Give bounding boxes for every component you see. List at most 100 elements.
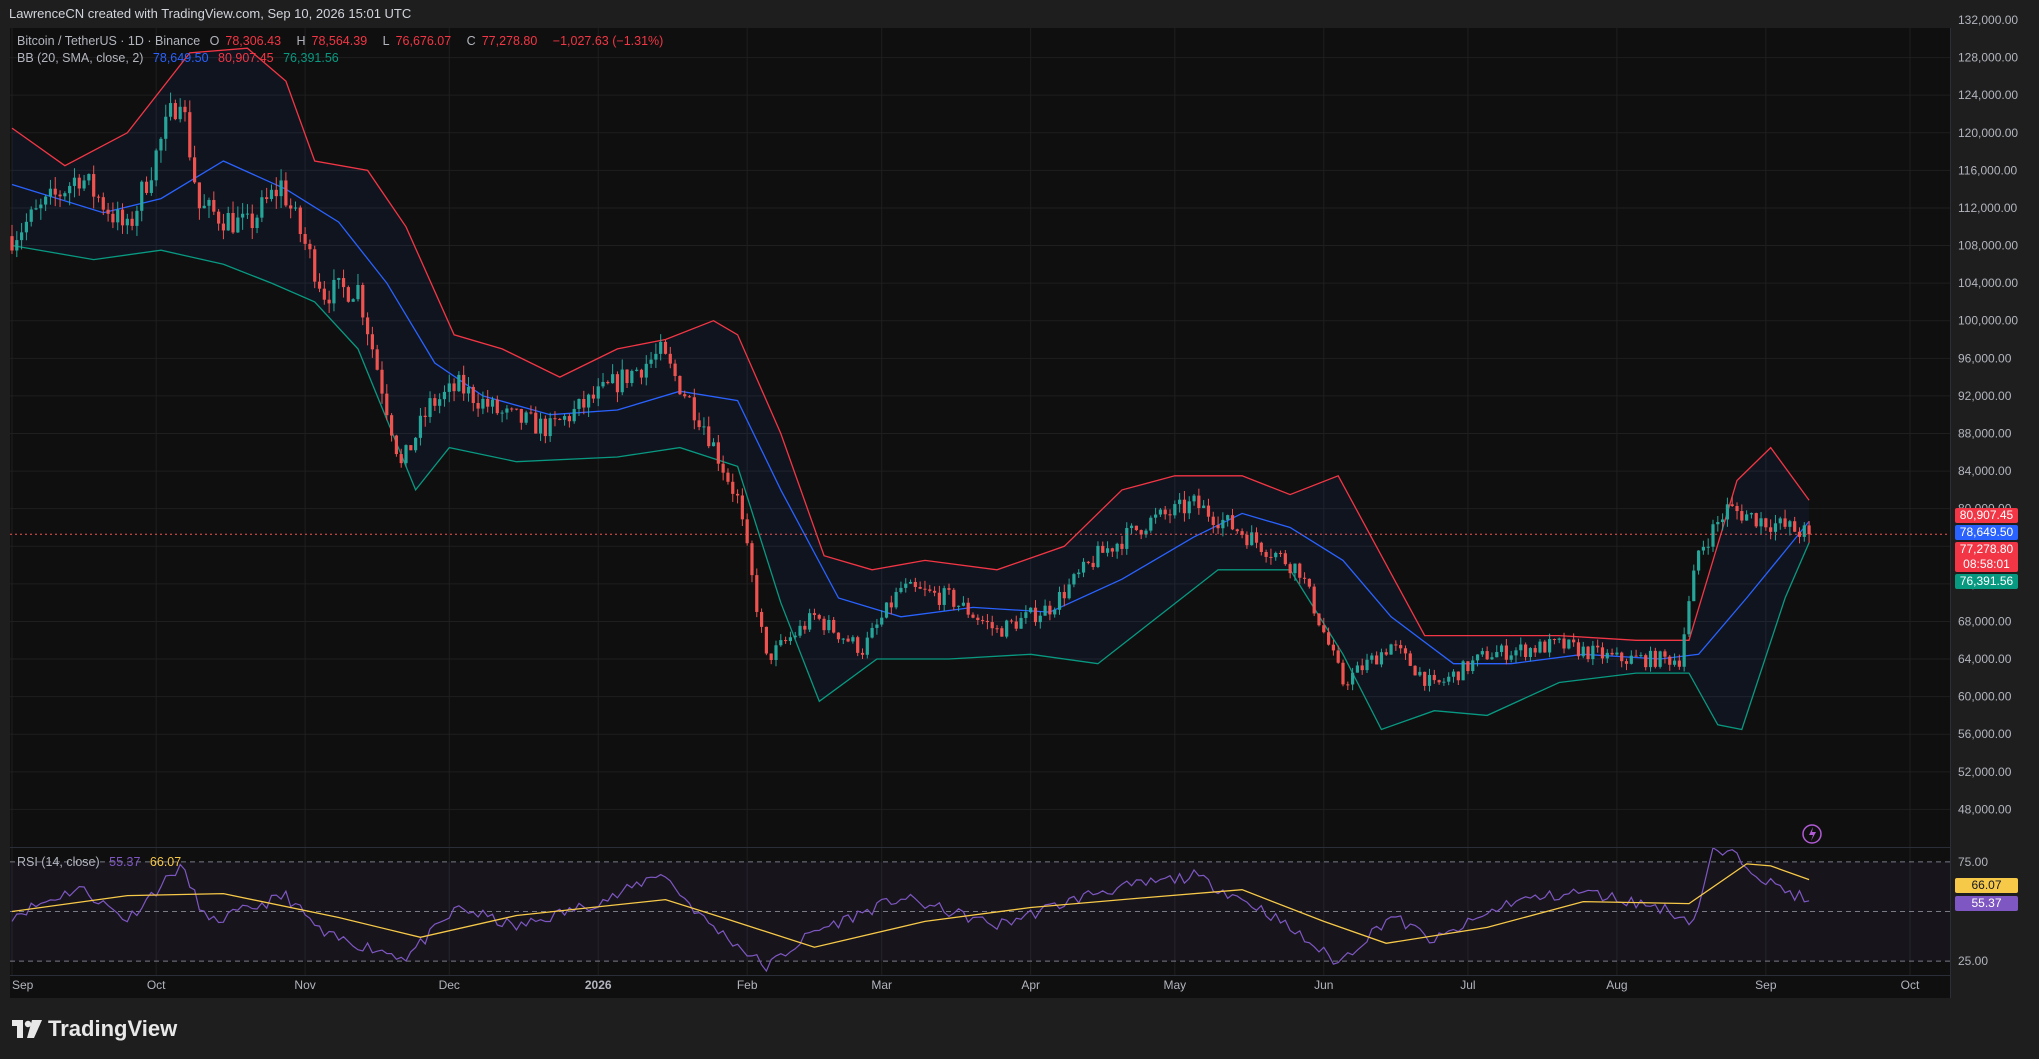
candle-body bbox=[1269, 556, 1273, 558]
bb-upper-line bbox=[11, 47, 1810, 641]
candle-body bbox=[1514, 650, 1518, 656]
candle-body bbox=[341, 278, 346, 288]
candle-body bbox=[572, 408, 576, 422]
candle-body bbox=[1543, 641, 1547, 653]
candle-body bbox=[1259, 542, 1263, 553]
candle-body bbox=[351, 299, 355, 302]
alert-icon[interactable] bbox=[1802, 824, 1822, 844]
candle-body bbox=[1351, 672, 1355, 685]
candle-body bbox=[899, 587, 903, 593]
symbol-legend[interactable]: Bitcoin / TetherUS · 1D · Binance O 78,30… bbox=[17, 34, 669, 48]
candle-body bbox=[1687, 601, 1691, 635]
candle-body bbox=[1456, 671, 1460, 681]
candle-body bbox=[625, 369, 629, 384]
candle-body bbox=[1226, 515, 1230, 520]
candle-body bbox=[1331, 644, 1335, 651]
candle-body bbox=[154, 150, 158, 181]
candle-body bbox=[1187, 501, 1191, 514]
candle-body bbox=[1019, 617, 1023, 629]
candle-body bbox=[101, 197, 105, 210]
candle-body bbox=[1302, 577, 1307, 579]
rsi-tick-label: 75.00 bbox=[1958, 855, 1988, 869]
candle-body bbox=[1663, 651, 1667, 657]
candle-body bbox=[495, 399, 499, 414]
candle-body bbox=[543, 418, 547, 437]
candle-body bbox=[683, 394, 687, 397]
candle-body bbox=[207, 199, 211, 206]
candle-body bbox=[735, 493, 740, 496]
candle-body bbox=[202, 205, 206, 209]
candle-body bbox=[1254, 532, 1259, 543]
candle-body bbox=[553, 418, 557, 420]
candle-body bbox=[1769, 527, 1773, 532]
candle-body bbox=[505, 408, 509, 413]
candle-body bbox=[1139, 530, 1143, 535]
candle-body bbox=[947, 588, 951, 590]
candle-body bbox=[620, 369, 624, 393]
candle-body bbox=[1605, 652, 1609, 659]
candle-body bbox=[1620, 652, 1624, 662]
candle-body bbox=[1745, 514, 1749, 521]
close-price: 77,278.80 bbox=[1959, 542, 2014, 556]
candle-body bbox=[92, 174, 96, 197]
bb-lower-value: 76,391.56 bbox=[283, 51, 339, 65]
price-tick-label: 68,000.00 bbox=[1958, 614, 2012, 628]
candle-body bbox=[1562, 638, 1566, 649]
candle-body bbox=[106, 209, 110, 214]
candle-body bbox=[1408, 653, 1412, 666]
candle-body bbox=[731, 481, 735, 494]
candle-body bbox=[726, 472, 730, 482]
candle-body bbox=[1730, 504, 1734, 507]
candle-body bbox=[937, 592, 941, 605]
candle-body bbox=[534, 412, 538, 434]
candle-body bbox=[87, 174, 91, 181]
candle-body bbox=[313, 249, 317, 282]
rsi-legend[interactable]: RSI (14, close) 55.37 66.07 bbox=[17, 855, 187, 869]
candle-body bbox=[755, 575, 759, 612]
candle-body bbox=[687, 396, 692, 398]
candle-body bbox=[173, 103, 177, 120]
candle-body bbox=[740, 495, 744, 520]
candle-body bbox=[1230, 515, 1235, 530]
candle-body bbox=[68, 185, 72, 194]
bb-legend[interactable]: BB (20, SMA, close, 2) 78,649.50 80,907.… bbox=[17, 51, 345, 65]
candle-body bbox=[1451, 671, 1456, 677]
candle-body bbox=[1413, 665, 1417, 676]
rsi-value: 55.37 bbox=[109, 855, 141, 869]
tradingview-logo-icon bbox=[12, 1020, 42, 1038]
candle-body bbox=[1802, 525, 1806, 537]
candle-body bbox=[1096, 545, 1100, 568]
ohlc-high: H 78,564.39 bbox=[296, 34, 368, 48]
candle-body bbox=[1447, 676, 1451, 682]
candle-body bbox=[356, 284, 360, 300]
candle-body bbox=[1639, 655, 1643, 657]
candle-body bbox=[1711, 524, 1715, 547]
candle-body bbox=[231, 212, 235, 233]
candle-body bbox=[1081, 561, 1086, 573]
candle-body bbox=[1211, 516, 1215, 525]
time-tick-label: Sep bbox=[1755, 978, 1777, 992]
candle-body bbox=[851, 637, 855, 642]
candle-body bbox=[1624, 661, 1629, 664]
candle-body bbox=[322, 288, 326, 300]
price-tick-label: 96,000.00 bbox=[1958, 351, 2012, 365]
candle-body bbox=[918, 586, 922, 589]
candle-body bbox=[817, 614, 821, 619]
candle-body bbox=[1288, 564, 1292, 574]
tradingview-logo[interactable]: TradingView bbox=[12, 1016, 177, 1042]
candle-body bbox=[164, 116, 168, 139]
candle-body bbox=[1086, 561, 1090, 563]
candle-body bbox=[1692, 570, 1696, 602]
candle-body bbox=[1163, 509, 1167, 515]
candle-body bbox=[1168, 514, 1172, 516]
candle-body bbox=[884, 602, 889, 618]
bb-basis-value: 78,649.50 bbox=[152, 51, 209, 65]
candle-body bbox=[904, 583, 908, 588]
candle-body bbox=[1610, 652, 1614, 655]
candle-body bbox=[375, 349, 379, 370]
candle-body bbox=[510, 408, 514, 410]
candle-body bbox=[82, 180, 86, 189]
bb-upper-value: 80,907.45 bbox=[218, 51, 274, 65]
candle-body bbox=[149, 180, 153, 193]
